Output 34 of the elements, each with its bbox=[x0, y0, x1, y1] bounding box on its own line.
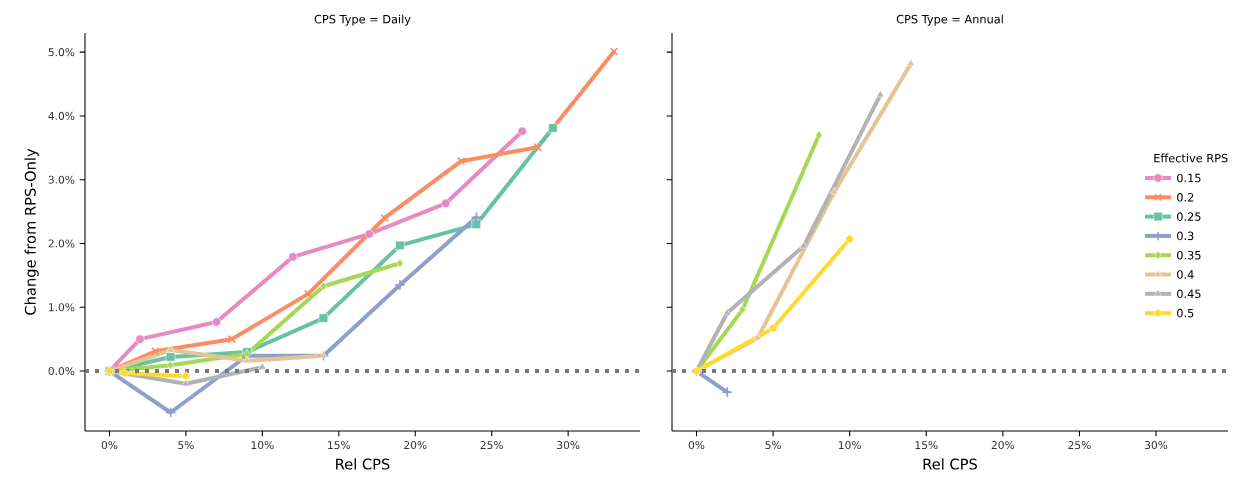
chart-title: CPS Type = Annual bbox=[896, 14, 1003, 26]
x-tick-label: 20% bbox=[404, 441, 427, 450]
x-axis-title: Rel CPS bbox=[923, 458, 978, 470]
legend-label: 0.35 bbox=[1177, 250, 1201, 260]
legend-label: 0.45 bbox=[1177, 289, 1201, 299]
x-tick-label: 10% bbox=[251, 441, 274, 450]
x-tick-label: 5% bbox=[178, 441, 194, 450]
x-tick-label: 20% bbox=[991, 441, 1015, 450]
y-tick-label: 3.0% bbox=[48, 175, 75, 184]
x-tick-label: 25% bbox=[1068, 441, 1091, 450]
x-tick-label: 10% bbox=[839, 441, 861, 450]
y-tick-label: 4.0% bbox=[48, 111, 75, 120]
x-tick-label: 30% bbox=[557, 441, 580, 450]
y-tick-label: 0.0% bbox=[48, 367, 75, 376]
legend-label: 0.15 bbox=[1177, 173, 1201, 183]
x-tick-label: 0% bbox=[688, 441, 705, 450]
x-axis-title: Rel CPS bbox=[336, 458, 390, 470]
x-tick-label: 15% bbox=[328, 441, 351, 450]
legend-title: Effective RPS bbox=[1154, 153, 1228, 163]
x-tick-label: 5% bbox=[765, 441, 781, 450]
y-tick-label: 5.0% bbox=[48, 48, 75, 57]
legend-label: 0.4 bbox=[1177, 270, 1194, 279]
x-tick-label: 25% bbox=[480, 441, 503, 450]
chart-title: CPS Type = Daily bbox=[314, 14, 411, 26]
y-axis-title: Change from RPS-Only bbox=[24, 148, 39, 315]
legend-label: 0.3 bbox=[1177, 231, 1194, 241]
x-tick-label: 0% bbox=[101, 441, 118, 450]
legend-label: 0.2 bbox=[1177, 193, 1194, 202]
y-tick-label: 2.0% bbox=[48, 239, 75, 248]
legend-label: 0.5 bbox=[1177, 308, 1194, 318]
legend-label: 0.25 bbox=[1177, 212, 1201, 221]
x-tick-label: 15% bbox=[915, 441, 938, 450]
y-tick-label: 1.0% bbox=[49, 303, 75, 312]
x-tick-label: 30% bbox=[1144, 441, 1168, 450]
